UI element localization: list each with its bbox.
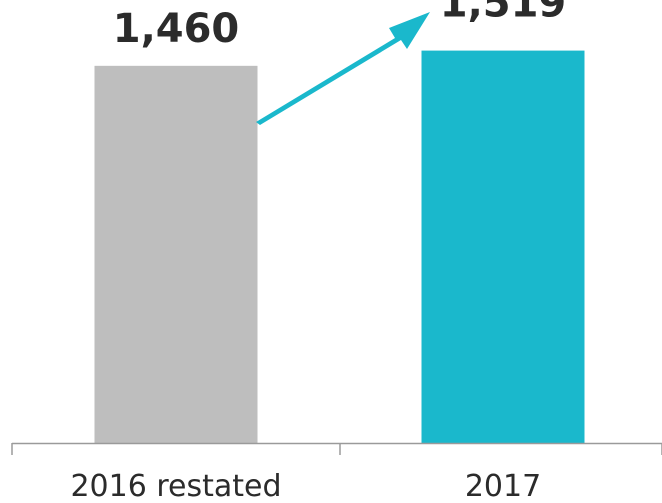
bar-1	[94, 65, 258, 443]
bars-layer	[94, 50, 585, 443]
x-axis	[11, 442, 662, 455]
bar-2	[421, 50, 585, 443]
growth-arrow-layer	[256, 12, 430, 125]
category-label-1: 2016 restated	[70, 469, 281, 503]
value-label-2: 1,519	[440, 0, 567, 27]
labels-layer: 2016 restated 2017 1,460 1,519	[70, 0, 566, 503]
category-label-2: 2017	[465, 469, 541, 503]
growth-arrow	[256, 12, 430, 125]
value-label-1: 1,460	[113, 6, 240, 52]
